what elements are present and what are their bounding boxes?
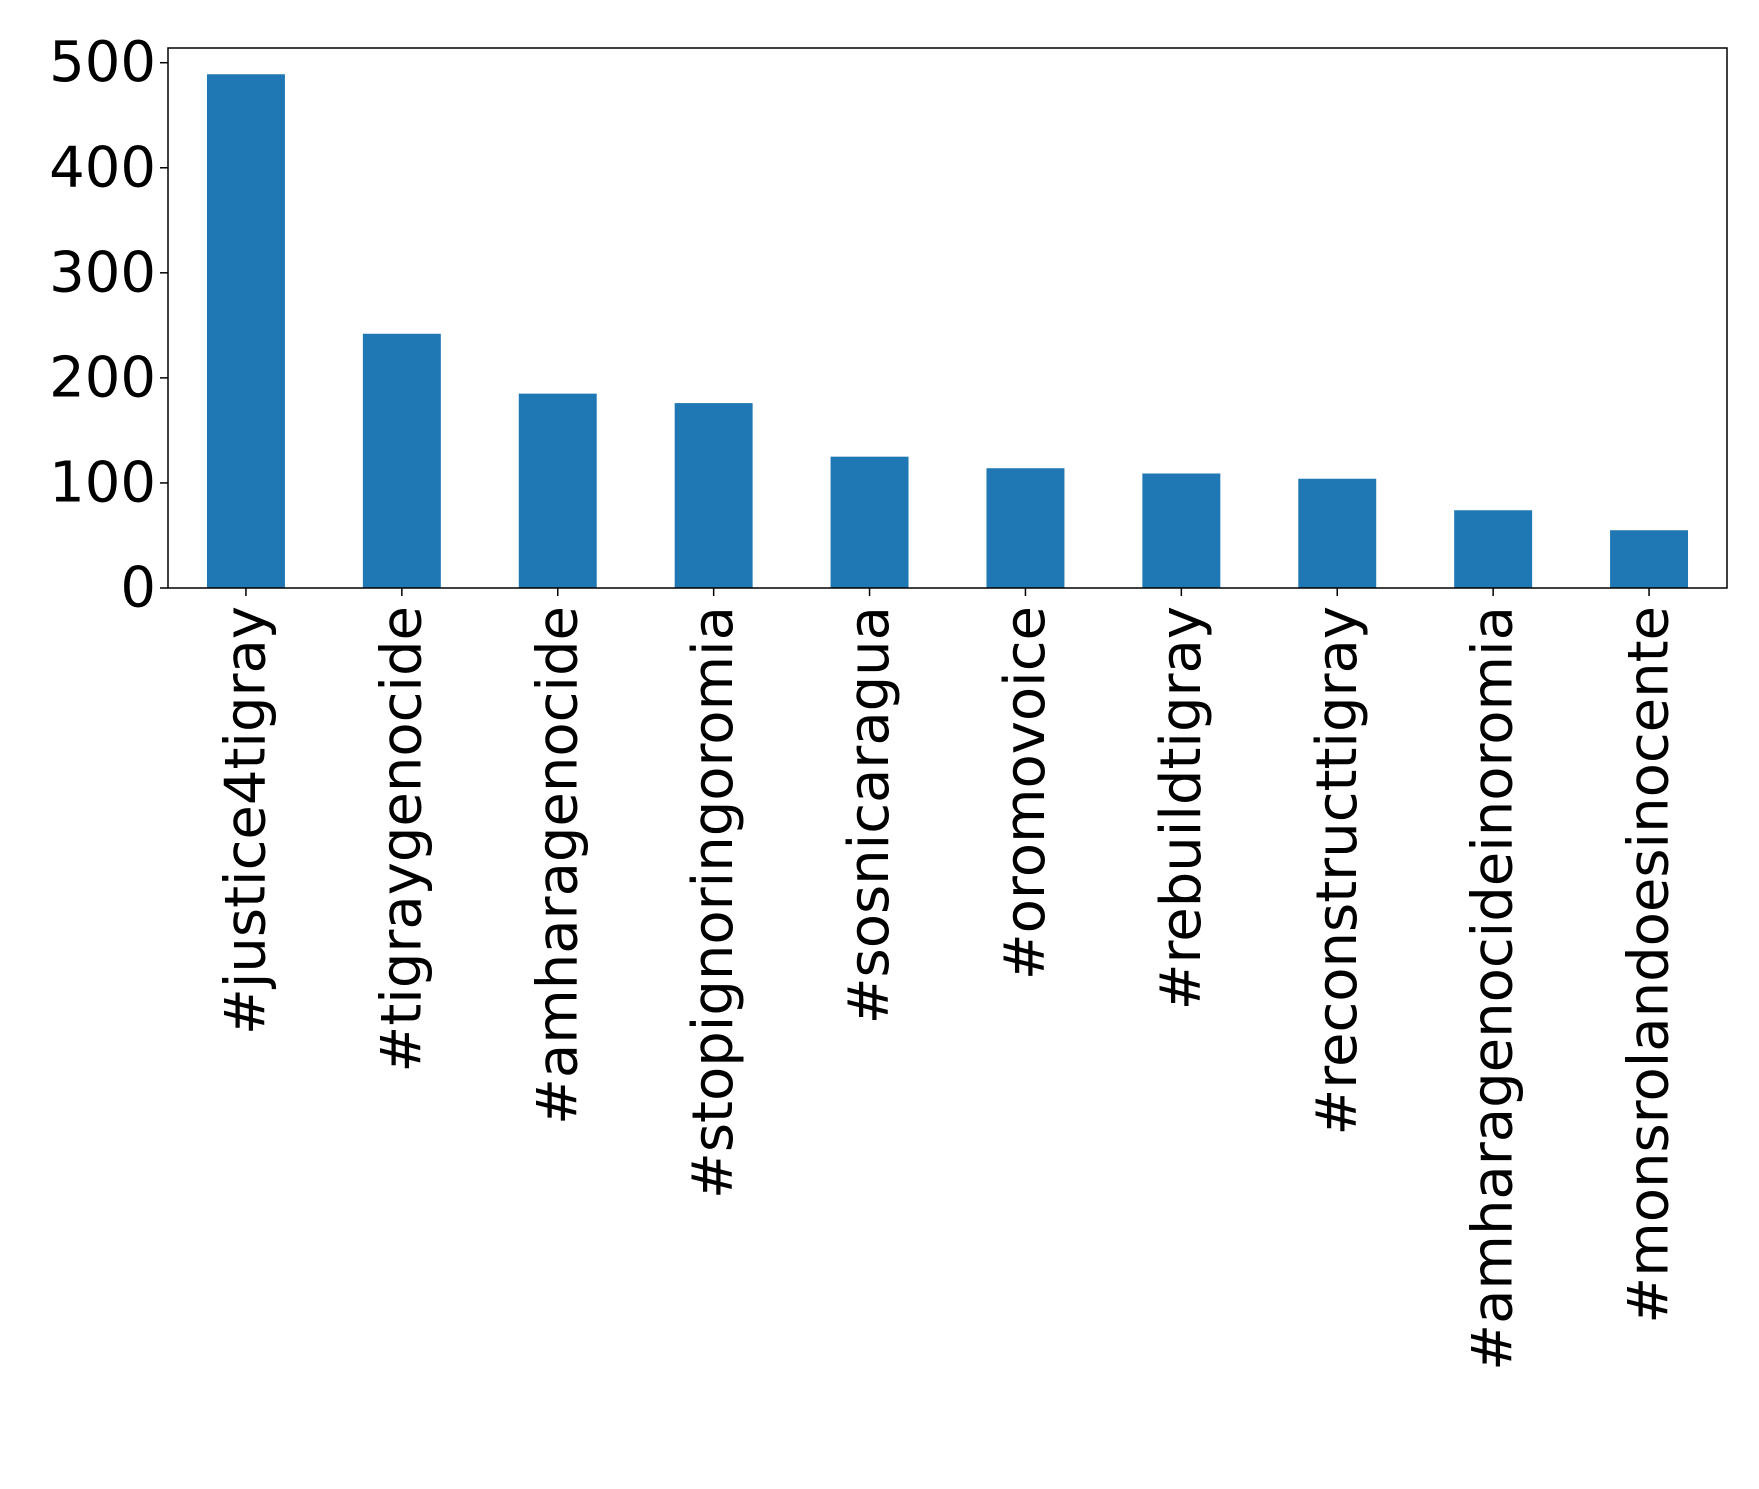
plot-frame — [167, 47, 1728, 589]
bar-8 — [1454, 510, 1533, 588]
y-tick-label: 200 — [49, 345, 156, 410]
y-tick-label: 300 — [49, 240, 156, 305]
x-tick-label: #justice4tigray — [213, 606, 278, 1035]
bar-5 — [986, 468, 1065, 588]
x-tick-label: #sosnicaragua — [837, 606, 902, 1024]
bar-1 — [362, 333, 441, 588]
x-tick-label: #reconstructtigray — [1305, 606, 1370, 1136]
y-tick-label: 500 — [49, 30, 156, 95]
x-tick-label: #amharagenocide — [525, 606, 590, 1125]
x-axis: #justice4tigray #tigraygenocide #amharagen… — [213, 588, 1682, 1371]
x-tick-label: #rebuildtigray — [1149, 606, 1214, 1010]
bars-group — [206, 74, 1689, 589]
bar-6 — [1142, 473, 1221, 588]
y-axis: 0 100 200 300 400 500 — [49, 30, 168, 621]
bar-4 — [830, 456, 909, 588]
y-tick-label: 100 — [49, 450, 156, 515]
bar-7 — [1298, 478, 1377, 588]
bar-3 — [674, 403, 753, 588]
x-tick-label: #amharagenocideinoromia — [1461, 606, 1526, 1371]
y-tick-label: 0 — [120, 556, 156, 621]
x-tick-label: #tigraygenocide — [369, 606, 434, 1073]
bar-2 — [518, 393, 597, 588]
bar-0 — [206, 74, 285, 589]
x-tick-label: #monsrolandoesinocente — [1617, 606, 1682, 1324]
y-tick-label: 400 — [49, 135, 156, 200]
x-tick-label: #stopignoringoromia — [681, 606, 746, 1199]
bar-9 — [1610, 530, 1689, 588]
x-tick-label: #oromovoice — [993, 606, 1058, 980]
